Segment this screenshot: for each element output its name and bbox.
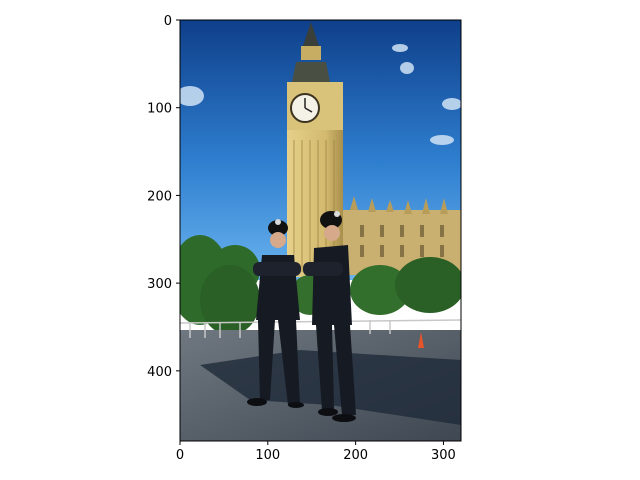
traffic-cone (418, 332, 424, 348)
y-tick-label: 400 (147, 365, 172, 380)
photo-image (180, 20, 461, 441)
axes-frame (179, 19, 462, 442)
x-tick-label: 200 (343, 448, 368, 463)
police-officer-left (247, 219, 304, 408)
clock-tower (287, 22, 343, 277)
y-axis: 0 100 200 300 400 (147, 14, 180, 380)
police-officer-right (303, 211, 356, 422)
x-axis: 0 100 200 300 (176, 441, 456, 463)
trees (180, 235, 461, 335)
x-tick-label: 100 (255, 448, 280, 463)
y-tick-label: 300 (147, 277, 172, 292)
y-tick-label: 0 (164, 14, 172, 29)
clouds (180, 44, 461, 145)
x-tick-label: 0 (176, 448, 184, 463)
x-tick-label: 300 (431, 448, 456, 463)
y-tick-label: 200 (147, 189, 172, 204)
parliament-building (340, 196, 461, 275)
y-tick-label: 100 (147, 102, 172, 117)
